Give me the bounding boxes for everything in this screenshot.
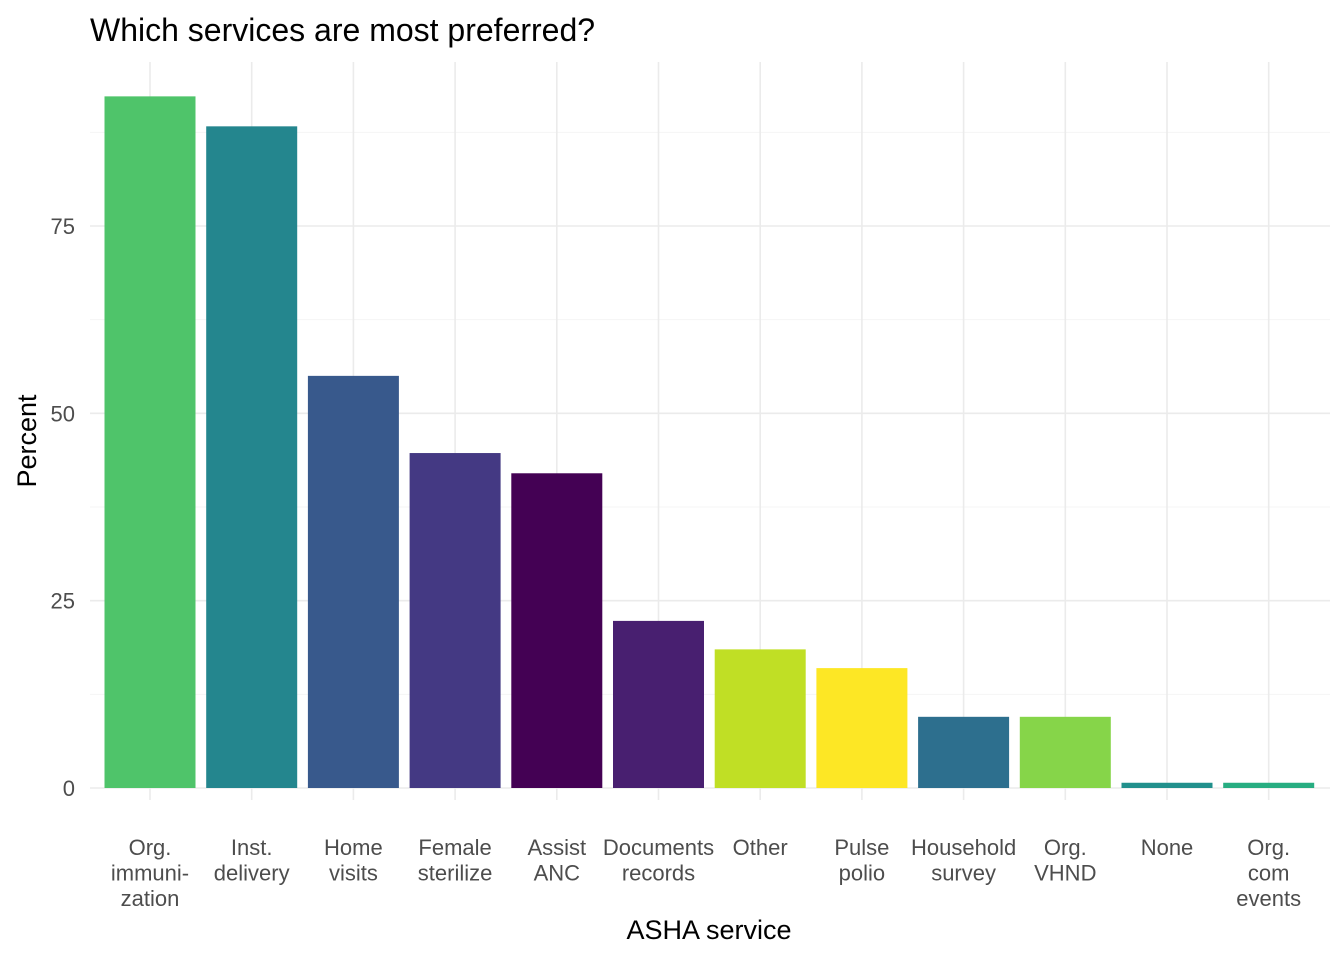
y-tick-label: 50 — [51, 401, 75, 426]
x-tick-label: Assist ANC — [527, 835, 586, 886]
y-tick-label: 75 — [51, 214, 75, 239]
x-tick-label: Pulse polio — [834, 835, 889, 886]
x-tick-label: Household survey — [911, 835, 1016, 886]
x-tick-label-line: ANC — [534, 861, 581, 886]
x-tick-label-line: Pulse — [834, 835, 889, 860]
x-tick-label-line: survey — [931, 861, 996, 886]
x-tick-label-line: polio — [839, 861, 885, 886]
y-axis-ticks: 0 25 50 75 — [51, 214, 75, 801]
bar — [816, 668, 908, 788]
bars — [104, 96, 1315, 788]
x-tick-label-line: VHND — [1034, 861, 1096, 886]
chart-title: Which services are most preferred? — [90, 12, 595, 48]
x-tick-label: None — [1141, 835, 1194, 860]
x-tick-label: Org. immuni-zation — [111, 835, 189, 911]
x-tick-label: Org. com events — [1236, 835, 1301, 911]
y-tick-label: 25 — [51, 589, 75, 614]
bar — [1223, 782, 1315, 788]
x-tick-label-line: Org. — [129, 835, 172, 860]
bar — [104, 96, 196, 788]
x-tick-label: Home visits — [324, 835, 383, 886]
x-tick-label-line: Home — [324, 835, 383, 860]
x-tick-label-line: immuni- — [111, 861, 189, 886]
bar — [511, 473, 603, 788]
x-tick-label-line: None — [1141, 835, 1194, 860]
x-tick-label-line: com — [1248, 861, 1290, 886]
bar — [1019, 716, 1111, 788]
x-tick-label-line: Other — [733, 835, 788, 860]
x-tick-label: Inst. delivery — [214, 835, 290, 886]
bar — [714, 649, 806, 788]
x-tick-label-line: Documents — [603, 835, 714, 860]
y-tick-label: 0 — [63, 776, 75, 801]
x-tick-label-line: events — [1236, 886, 1301, 911]
x-tick-label-line: Org. — [1044, 835, 1087, 860]
x-axis-label: ASHA service — [626, 915, 791, 945]
x-tick-label-line: delivery — [214, 861, 290, 886]
y-axis-label: Percent — [12, 394, 42, 488]
x-tick-label: Female sterilize — [418, 835, 493, 886]
x-tick-label-line: Inst. — [231, 835, 273, 860]
bar — [918, 716, 1010, 788]
x-tick-label: Org. VHND — [1034, 835, 1096, 886]
bar — [1121, 782, 1213, 788]
bar — [307, 375, 399, 788]
x-tick-label-line: Female — [418, 835, 491, 860]
bar — [206, 126, 298, 788]
x-tick-label-line: Org. — [1247, 835, 1290, 860]
x-tick-label: Documents records — [603, 835, 714, 886]
x-tick-label-line: visits — [329, 861, 378, 886]
x-tick-label-line: Assist — [527, 835, 586, 860]
x-tick-label-line: records — [622, 861, 695, 886]
x-tick-label-line: sterilize — [418, 861, 493, 886]
x-tick-label-line: Household — [911, 835, 1016, 860]
x-tick-label-line: zation — [121, 886, 180, 911]
bar — [613, 620, 704, 788]
bar — [409, 453, 501, 788]
x-tick-label: Other — [733, 835, 788, 860]
